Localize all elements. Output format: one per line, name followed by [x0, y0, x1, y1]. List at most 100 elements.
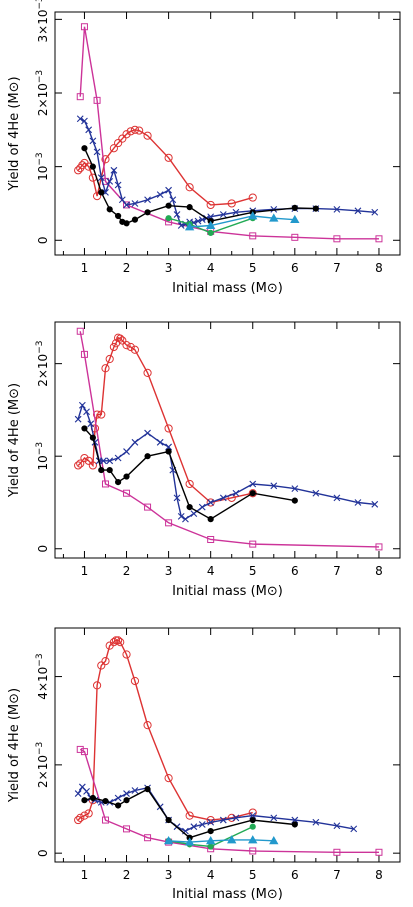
data-point — [269, 213, 279, 222]
series-3 — [74, 401, 379, 523]
x-tick-label: 2 — [123, 868, 131, 882]
data-point — [98, 189, 105, 196]
x-tick-label: 7 — [333, 564, 341, 578]
data-point — [78, 401, 86, 409]
data-point — [76, 115, 84, 123]
data-point — [80, 23, 88, 31]
data-point — [291, 233, 299, 241]
data-point — [92, 410, 102, 419]
y-tick-label: 10−3 — [35, 152, 50, 181]
data-point — [333, 848, 341, 856]
data-point — [206, 498, 215, 507]
data-point — [248, 835, 258, 844]
data-point — [114, 181, 122, 189]
data-point — [130, 125, 140, 134]
series-6 — [163, 835, 279, 846]
y-tick-label: 0 — [36, 849, 50, 857]
data-point — [106, 206, 113, 213]
data-point — [144, 503, 152, 511]
data-point — [312, 205, 319, 212]
data-point — [126, 342, 135, 352]
data-point — [312, 818, 320, 826]
y-axis-label: Yield of 4He (M⊙) — [7, 688, 22, 803]
data-point — [93, 148, 101, 156]
data-point — [81, 797, 88, 804]
data-point — [207, 516, 214, 523]
data-point — [114, 454, 122, 462]
series-line — [168, 217, 253, 234]
data-point — [206, 815, 215, 825]
data-point — [165, 816, 172, 824]
data-point — [80, 453, 89, 463]
data-point — [110, 166, 118, 174]
x-tick-label: 5 — [249, 564, 257, 578]
y-axis-label: Yield of 4He (M⊙) — [7, 76, 22, 191]
data-point — [290, 214, 300, 224]
data-point — [118, 196, 126, 204]
data-point — [291, 204, 298, 211]
data-point — [78, 161, 87, 170]
data-point — [333, 494, 341, 502]
data-point — [105, 354, 114, 364]
series-6 — [184, 211, 300, 231]
x-tick-label: 7 — [333, 261, 341, 275]
data-point — [207, 213, 215, 221]
data-point — [74, 815, 83, 825]
data-point — [88, 461, 97, 470]
x-tick-label: 5 — [249, 868, 257, 882]
data-point — [270, 814, 278, 822]
x-tick-label: 6 — [291, 261, 299, 275]
data-point — [114, 794, 122, 802]
data-point — [219, 211, 227, 218]
data-point — [101, 657, 110, 666]
x-tick-label: 3 — [165, 564, 173, 578]
data-point — [80, 811, 89, 820]
data-point — [198, 821, 206, 828]
data-point — [185, 811, 194, 820]
x-tick-label: 6 — [291, 868, 299, 882]
y-tick-label: 10−3 — [35, 442, 50, 471]
data-point — [144, 209, 151, 216]
data-point — [249, 540, 257, 548]
data-point — [207, 229, 214, 237]
x-tick-label: 8 — [375, 564, 383, 578]
data-point — [312, 489, 320, 497]
data-point — [227, 199, 236, 208]
series-line — [79, 748, 379, 853]
data-point — [291, 821, 298, 828]
x-tick-label: 8 — [375, 868, 383, 882]
data-point — [173, 494, 181, 502]
x-tick-label: 2 — [123, 564, 131, 578]
data-point — [123, 201, 130, 209]
data-point — [269, 836, 279, 845]
data-point — [185, 183, 194, 192]
data-point — [371, 500, 379, 508]
data-point — [123, 489, 131, 497]
data-point — [74, 415, 82, 423]
data-point — [184, 222, 195, 231]
data-point — [354, 499, 362, 506]
data-point — [98, 466, 105, 474]
data-point — [83, 408, 90, 416]
y-tick-label: 2×10−3 — [35, 742, 50, 788]
data-point — [156, 191, 164, 199]
data-point — [81, 145, 88, 152]
data-point — [248, 211, 258, 220]
data-point — [99, 457, 107, 465]
data-point — [232, 208, 240, 216]
data-point — [109, 144, 119, 153]
data-point — [227, 835, 237, 844]
data-point — [116, 638, 125, 647]
data-point — [249, 480, 257, 488]
x-tick-label: 4 — [207, 868, 215, 882]
data-point — [219, 816, 227, 824]
data-point — [114, 636, 123, 645]
data-point — [164, 153, 173, 162]
data-point — [207, 535, 215, 543]
data-point — [101, 155, 110, 164]
data-point — [76, 745, 84, 753]
data-point — [97, 661, 106, 670]
data-point — [249, 816, 256, 824]
data-point — [123, 790, 130, 797]
